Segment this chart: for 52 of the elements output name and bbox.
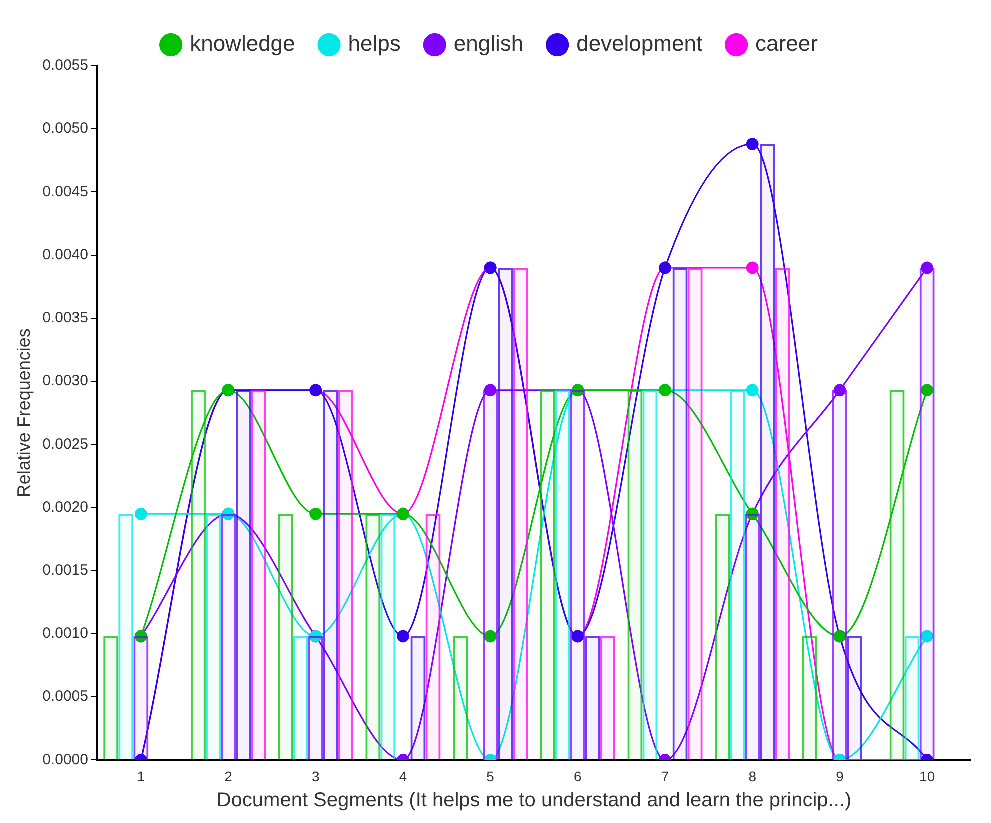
y-tick-label: 0.0005 [42, 688, 88, 706]
legend-label: knowledge [190, 31, 296, 56]
y-tick-label: 0.0020 [42, 498, 88, 516]
y-tick-label: 0.0000 [42, 751, 88, 768]
x-tick-label: 4 [399, 768, 408, 784]
legend-label: english [454, 31, 524, 56]
bar [585, 636, 600, 760]
y-tick-label: 0.0040 [42, 246, 88, 264]
bar [104, 636, 119, 760]
y-tick-label: 0.0055 [42, 57, 88, 74]
bar [220, 514, 236, 760]
x-tick-label: 9 [836, 768, 844, 784]
x-tick-label: 6 [574, 768, 582, 784]
bar [715, 514, 730, 760]
y-tick-label: 0.0010 [42, 625, 88, 642]
bar [134, 636, 149, 760]
x-tick-label: 7 [661, 768, 670, 784]
bar [600, 636, 616, 760]
bar [426, 514, 441, 760]
bar [278, 514, 294, 760]
point [921, 630, 934, 643]
point [746, 138, 759, 151]
x-axis-title: Document Segments (It helps me to understand and learn the princip...) [216, 790, 852, 812]
legend-label: helps [348, 31, 401, 56]
bar [453, 636, 468, 760]
x-tick-label: 8 [748, 768, 757, 784]
legend-label: development [576, 31, 703, 56]
point [396, 630, 410, 643]
x-tick-label: 3 [312, 768, 320, 784]
point [310, 508, 322, 520]
bar [802, 636, 818, 760]
bar [513, 268, 528, 760]
y-tick-label: 0.0030 [42, 372, 88, 390]
point [134, 508, 148, 520]
y-tick-label: 0.0015 [42, 562, 88, 580]
bar [642, 390, 658, 760]
y-tick-label: 0.0045 [42, 183, 88, 200]
legend-label: career [756, 31, 818, 56]
x-tick-label: 10 [920, 768, 936, 784]
y-tick-label: 0.0035 [42, 310, 88, 327]
x-tick-label: 2 [224, 768, 233, 784]
point [746, 262, 759, 274]
x-tick-label: 1 [137, 768, 146, 784]
x-tick-label: 5 [486, 768, 495, 784]
point [746, 384, 759, 397]
point [921, 384, 934, 397]
y-tick-label: 0.0025 [42, 436, 88, 453]
y-tick-label: 0.0050 [42, 120, 88, 138]
y-axis-title: Relative Frequencies [14, 328, 34, 498]
bar [293, 636, 308, 760]
bar [251, 390, 266, 760]
point [484, 630, 497, 643]
